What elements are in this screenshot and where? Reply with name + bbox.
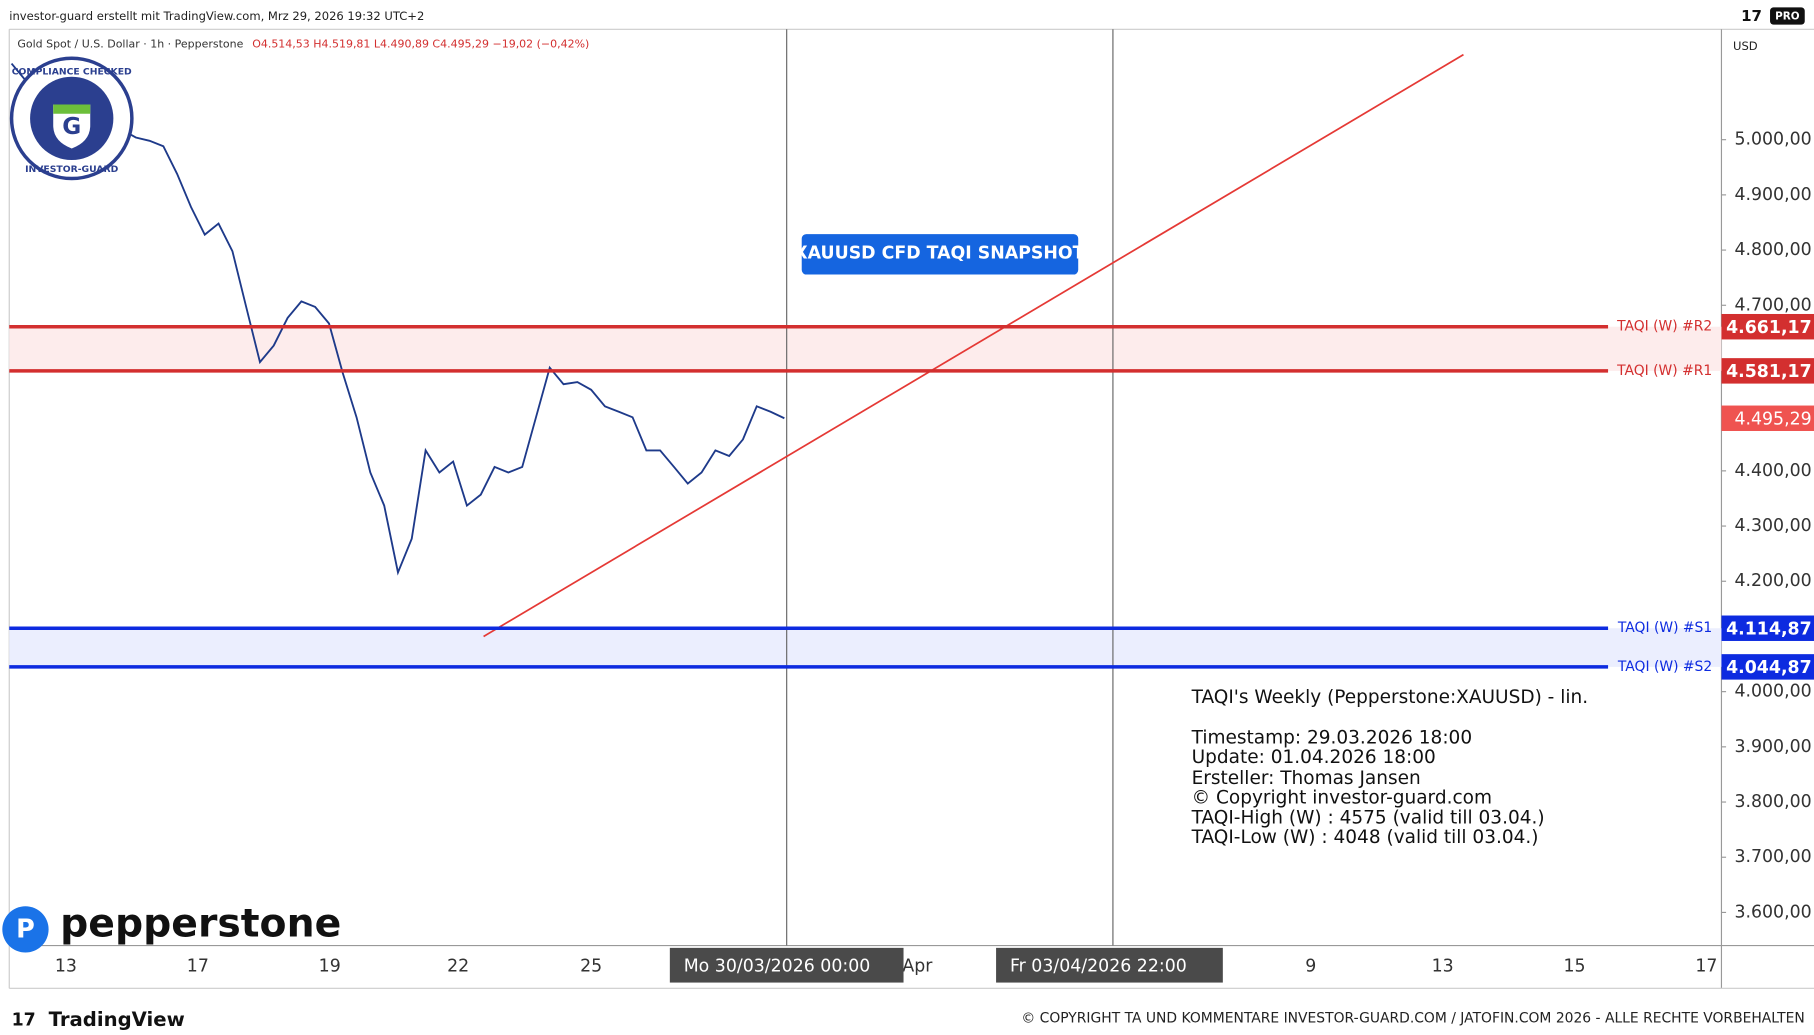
level-tag-label: 4.581,17 xyxy=(1726,362,1812,382)
level-tag-label: 4.044,87 xyxy=(1726,658,1812,678)
x-tick-label: 25 xyxy=(580,956,602,976)
tv-logo: 17 xyxy=(1741,7,1762,25)
info-line: Timestamp: 29.03.2026 18:00 xyxy=(1191,727,1473,748)
level-name: TAQI (W) #R2 xyxy=(1616,319,1712,335)
y-tick-label: 3.600,00 xyxy=(1734,902,1811,922)
badge-shield xyxy=(53,104,91,149)
broker-logo: pepperstone xyxy=(60,900,341,946)
plot: TAQI (W) #R2 4.661,17 TAQI (W) #R1 4.581,17… xyxy=(9,29,1814,983)
x-tick-label: Apr xyxy=(902,956,933,976)
y-tick-label: 3.900,00 xyxy=(1734,737,1811,757)
marker-tag xyxy=(669,947,904,983)
y-tick-label: 4.300,00 xyxy=(1734,516,1811,536)
marker-tag xyxy=(996,947,1223,983)
last-price-label: 4.495,29 xyxy=(1734,409,1811,429)
marker-label: Fr 03/04/2026 22:00 xyxy=(1010,956,1187,976)
y-tick-label: 4.000,00 xyxy=(1734,682,1811,702)
marker-label: Mo 30/03/2026 00:00 xyxy=(684,956,871,976)
info-line: TAQI-Low (W) : 4048 (valid till 03.04.) xyxy=(1191,827,1539,848)
level-name: TAQI (W) #R1 xyxy=(1616,363,1712,379)
platform-logo: TradingView xyxy=(49,1008,185,1031)
x-tick-label: 19 xyxy=(319,956,341,976)
x-tick-label: 22 xyxy=(447,956,469,976)
level-tag xyxy=(1721,358,1814,384)
x-tick-label: 17 xyxy=(1695,956,1717,976)
price-line xyxy=(10,62,785,576)
tv-footer-icon: 17 xyxy=(12,1011,36,1031)
info-line: TAQI-High (W) : 4575 (valid till 03.04.) xyxy=(1191,807,1545,828)
currency: USD xyxy=(1733,39,1758,53)
y-tick-label: 4.200,00 xyxy=(1734,571,1811,591)
level-tag-label: 4.661,17 xyxy=(1726,318,1812,338)
x-tick-label: 15 xyxy=(1563,956,1585,976)
broker-icon-letter: P xyxy=(16,915,35,945)
trendline xyxy=(483,53,1464,638)
level-name: TAQI (W) #S1 xyxy=(1617,620,1712,636)
credit: investor-guard erstellt mit TradingView.… xyxy=(9,9,424,23)
pro-badge xyxy=(1770,7,1805,25)
x-tick-label: 13 xyxy=(55,956,77,976)
badge-letter: G xyxy=(62,114,81,140)
level-tag xyxy=(1721,654,1814,680)
y-tick-label: 3.800,00 xyxy=(1734,792,1811,812)
symbol: Gold Spot / U.S. Dollar · 1h · Peppersto… xyxy=(17,37,243,50)
title-box xyxy=(801,234,1079,275)
copyright: © COPYRIGHT TA UND KOMMENTARE INVESTOR-G… xyxy=(1021,1010,1804,1026)
level-tag-label: 4.114,87 xyxy=(1726,619,1812,639)
badge-bottom: INVESTOR-GUARD xyxy=(25,164,119,175)
resistance-zone xyxy=(9,326,1722,371)
ohlc: O4.514,53 H4.519,81 L4.490,89 C4.495,29 … xyxy=(252,37,589,50)
compliance-badge: G COMPLIANCE CHECKED INVESTOR-GUARD xyxy=(9,56,134,181)
y-tick-label: 4.400,00 xyxy=(1734,461,1811,481)
last-price-tag xyxy=(1721,405,1814,431)
level-tag xyxy=(1721,615,1814,641)
support-zone xyxy=(9,628,1722,667)
info-title: TAQI's Weekly (Pepperstone:XAUUSD) - lin… xyxy=(1191,687,1589,708)
y-tick-label: 5.000,00 xyxy=(1734,130,1811,150)
info-box: TAQI's Weekly (Pepperstone:XAUUSD) - lin… xyxy=(1191,687,1589,848)
level-tag xyxy=(1721,313,1814,340)
y-tick-label: 3.700,00 xyxy=(1734,847,1811,867)
y-tick-label: 4.800,00 xyxy=(1734,240,1811,260)
level-name: TAQI (W) #S2 xyxy=(1617,659,1712,675)
x-tick-label: 9 xyxy=(1305,956,1316,976)
info-line: Update: 01.04.2026 18:00 xyxy=(1192,747,1436,768)
x-tick-label: 13 xyxy=(1432,956,1454,976)
chart-title: XAUUSD CFD TAQI SNAPSHOT xyxy=(794,244,1084,264)
y-tick-label: 4.900,00 xyxy=(1734,185,1811,205)
pro-text: PRO xyxy=(1775,11,1800,23)
x-tick-label: 17 xyxy=(187,956,209,976)
badge-top: COMPLIANCE CHECKED xyxy=(12,67,132,78)
info-line: © Copyright investor-guard.com xyxy=(1192,788,1492,809)
info-line: Ersteller: Thomas Jansen xyxy=(1192,768,1421,789)
badge-bar xyxy=(53,104,91,114)
broker-icon xyxy=(2,906,49,953)
y-tick-label: 4.700,00 xyxy=(1734,295,1811,315)
